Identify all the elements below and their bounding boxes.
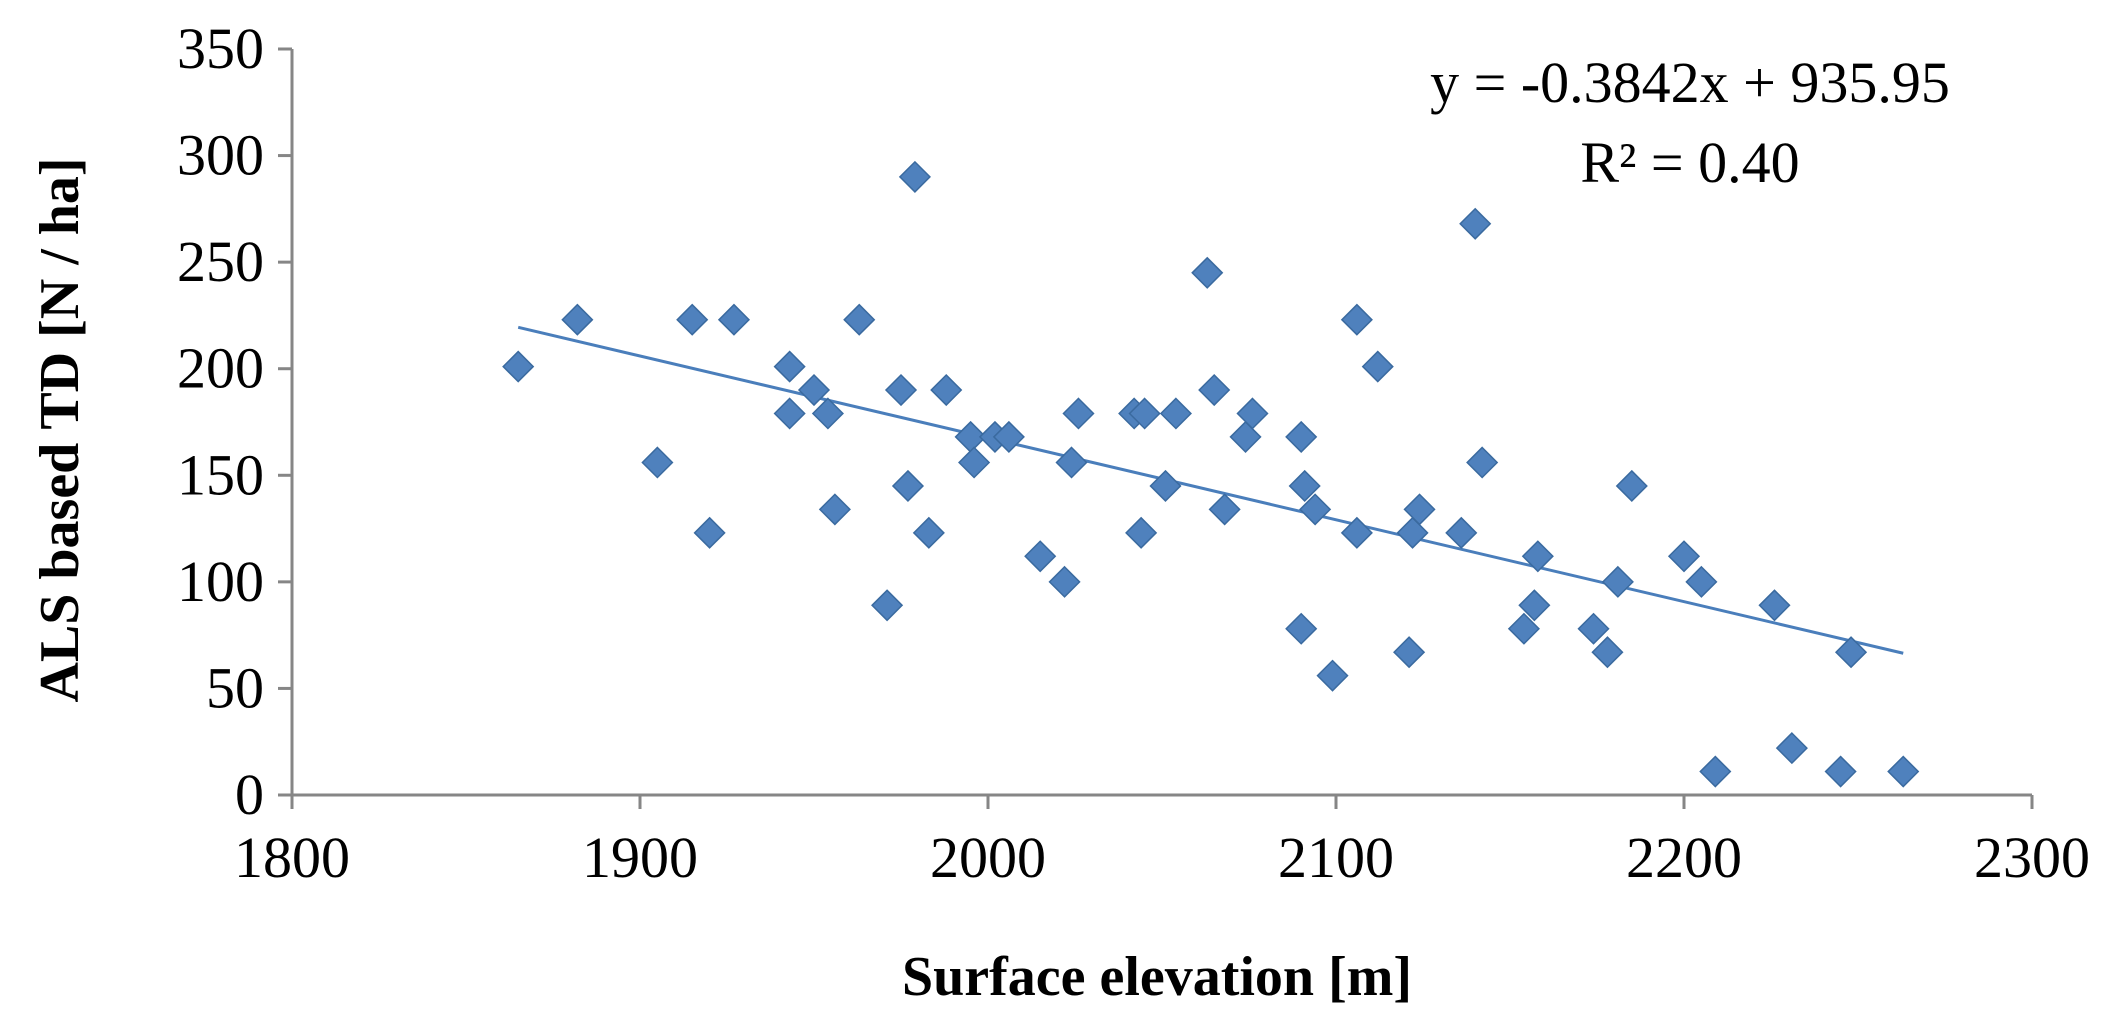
data-point bbox=[1285, 420, 1318, 453]
data-point bbox=[811, 397, 844, 430]
data-point bbox=[1403, 493, 1436, 526]
x-tick-label: 1800 bbox=[234, 825, 350, 890]
axes bbox=[290, 49, 2032, 797]
data-point bbox=[1393, 636, 1426, 669]
data-point bbox=[1191, 256, 1224, 289]
y-tick-label: 150 bbox=[177, 442, 264, 507]
data-point bbox=[641, 446, 674, 479]
data-point bbox=[1340, 303, 1373, 336]
data-point bbox=[1445, 516, 1478, 549]
data-point bbox=[1198, 373, 1231, 407]
data-point bbox=[891, 469, 925, 503]
data-point bbox=[1601, 565, 1634, 598]
x-tick-label: 1900 bbox=[582, 825, 698, 890]
data-point bbox=[958, 446, 991, 479]
data-point bbox=[1887, 755, 1920, 788]
x-axis-ticks: 1800 1900 2000 2100 2200 2300 bbox=[234, 795, 2090, 890]
data-point bbox=[1615, 469, 1648, 503]
data-point bbox=[1685, 565, 1718, 598]
data-point bbox=[884, 373, 918, 407]
data-point bbox=[1758, 589, 1791, 622]
y-tick-label: 300 bbox=[177, 123, 264, 188]
data-point bbox=[871, 589, 904, 622]
data-point bbox=[773, 350, 806, 383]
data-point bbox=[1591, 636, 1624, 669]
data-point bbox=[1055, 446, 1088, 479]
data-point bbox=[898, 160, 931, 193]
data-point bbox=[1159, 397, 1192, 430]
data-point bbox=[1518, 589, 1551, 622]
y-tick-label: 0 bbox=[235, 762, 264, 827]
data-point bbox=[1024, 540, 1057, 573]
y-tick-label: 50 bbox=[206, 655, 264, 720]
data-points bbox=[502, 160, 1920, 788]
data-point bbox=[930, 373, 963, 407]
x-tick-label: 2200 bbox=[1626, 825, 1742, 890]
x-tick-label: 2300 bbox=[1974, 825, 2090, 890]
data-point bbox=[1834, 636, 1868, 669]
data-point bbox=[717, 303, 751, 336]
y-tick-label: 350 bbox=[177, 16, 264, 81]
data-point bbox=[1459, 207, 1492, 240]
data-point bbox=[1229, 420, 1262, 453]
r-squared-label: R² = 0.40 bbox=[1580, 130, 1799, 195]
y-tick-label: 250 bbox=[177, 229, 264, 294]
data-point bbox=[1396, 516, 1429, 549]
data-point bbox=[676, 303, 709, 336]
data-point bbox=[992, 420, 1025, 453]
data-point bbox=[1340, 516, 1373, 549]
data-point bbox=[1208, 493, 1241, 526]
trendline-equation: y = -0.3842x + 935.95 bbox=[1430, 50, 1950, 115]
data-point bbox=[818, 493, 851, 526]
data-point bbox=[1149, 469, 1182, 503]
y-axis-title: ALS based TD [N / ha] bbox=[29, 157, 91, 702]
data-point bbox=[1466, 446, 1499, 479]
data-point bbox=[1521, 540, 1554, 573]
data-point bbox=[1236, 397, 1269, 430]
data-point bbox=[1062, 397, 1095, 430]
data-point bbox=[1361, 350, 1394, 383]
data-point bbox=[1048, 565, 1081, 598]
data-point bbox=[1824, 755, 1857, 788]
x-axis-title: Surface elevation [m] bbox=[902, 946, 1412, 1008]
y-tick-label: 100 bbox=[177, 549, 264, 614]
data-point bbox=[1128, 397, 1161, 430]
y-axis-ticks: 0 50 100 150 200 250 300 350 bbox=[177, 16, 292, 827]
data-point bbox=[1316, 659, 1349, 692]
data-point bbox=[561, 303, 594, 336]
data-point bbox=[1667, 540, 1701, 573]
data-point bbox=[1299, 493, 1332, 526]
y-tick-label: 200 bbox=[177, 336, 264, 401]
data-point bbox=[773, 397, 806, 430]
x-tick-label: 2000 bbox=[930, 825, 1046, 890]
data-point bbox=[693, 516, 726, 549]
trendline bbox=[517, 325, 1904, 655]
x-tick-label: 2100 bbox=[1278, 825, 1394, 890]
data-point bbox=[1577, 612, 1610, 645]
data-point bbox=[912, 516, 945, 549]
data-point bbox=[1288, 469, 1321, 503]
data-point bbox=[1699, 755, 1732, 788]
data-point bbox=[1507, 612, 1540, 645]
data-point bbox=[797, 373, 831, 407]
data-point bbox=[1285, 612, 1318, 645]
data-point bbox=[1125, 516, 1158, 549]
data-point bbox=[502, 350, 535, 383]
data-point bbox=[843, 303, 876, 336]
data-point bbox=[1775, 732, 1808, 765]
